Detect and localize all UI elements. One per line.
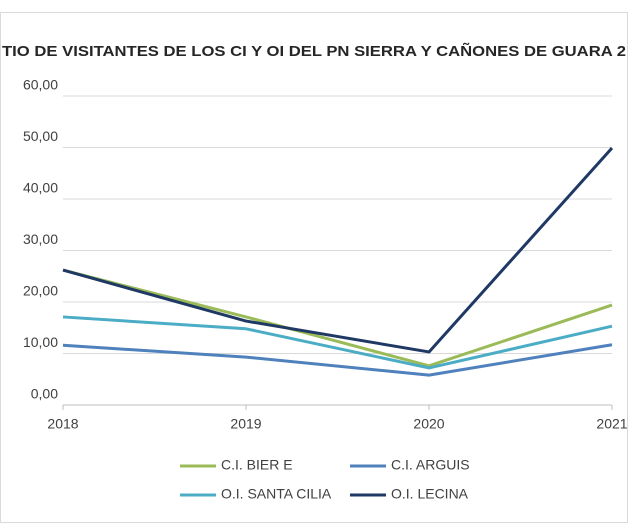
series-line [62,343,613,377]
y-tick-label: 10,00 [23,334,58,350]
y-tick-label: 30,00 [23,231,58,247]
x-tick-label: 2019 [230,416,261,432]
x-tick-label: 2018 [47,416,78,432]
legend-label: O.I. LECINA [391,486,469,502]
y-tick-label: 20,00 [23,283,58,299]
legend-label: O.I. SANTA CILIA [221,486,332,502]
series-line [62,315,613,370]
series-line [62,147,614,354]
legend-label: C.I. ARGUIS [391,457,470,473]
x-tick-label: 2020 [413,416,444,432]
y-tick-label: 50,00 [23,128,58,144]
legend-label: C.I. BIER E [221,457,293,473]
chart-title: TIO DE VISITANTES DE LOS CI Y OI DEL PN … [2,42,626,60]
y-tick-label: 60,00 [23,77,58,93]
y-tick-label: 0,00 [31,386,58,402]
chart-frame [0,12,628,523]
series-line [62,268,613,368]
y-tick-label: 40,00 [23,180,58,196]
x-tick-label: 2021 [596,416,627,432]
